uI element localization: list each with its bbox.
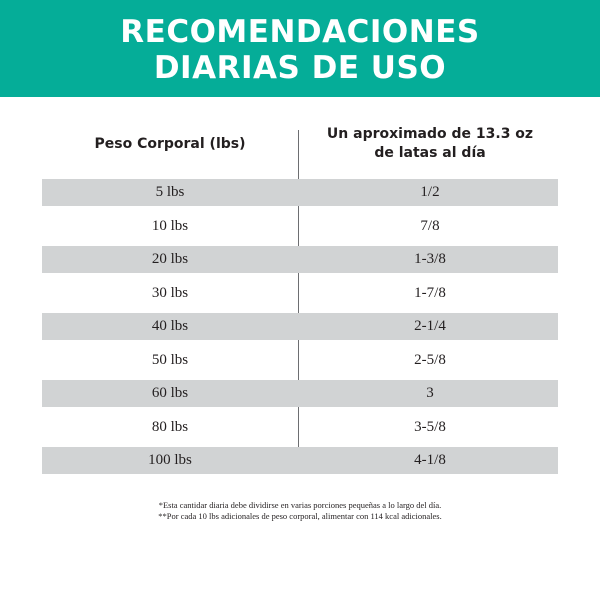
weight-cell: 50 lbs [151, 351, 189, 368]
table-row: 60 lbs 3 [42, 380, 558, 407]
amount-cell: 7/8 [420, 217, 440, 234]
table-row: 20 lbs 1-3/8 [42, 246, 558, 273]
amount-cell: 3 [426, 385, 434, 401]
amount-cell: 1/2 [420, 184, 440, 200]
column-header-amount: Un aproximado de 13.3 oz de latas al día [302, 125, 558, 163]
weight-cell: 5 lbs [155, 184, 185, 200]
amount-cell: 3-5/8 [414, 418, 446, 435]
table-row: 5 lbs 1/2 [42, 179, 558, 206]
weight-cell: 40 lbs [151, 318, 189, 334]
amount-cell: 4-1/8 [414, 452, 446, 468]
column-header-amount-line-1: Un aproximado de 13.3 oz [326, 126, 534, 142]
footnote-1: *Esta cantidar diaria debe dividirse en … [158, 500, 442, 510]
weight-cell: 20 lbs [151, 251, 189, 267]
weight-cell: 100 lbs [148, 452, 192, 468]
table-row: 30 lbs 1-7/8 [42, 280, 558, 307]
feeding-table: Peso Corporal (lbs) Un aproximado de 13.… [42, 118, 558, 474]
amount-cell: 2-5/8 [414, 351, 446, 368]
table-row: 50 lbs 2-5/8 [42, 347, 558, 374]
weight-cell: 80 lbs [151, 418, 189, 435]
weight-cell: 60 lbs [151, 385, 189, 401]
weight-cell: 30 lbs [151, 284, 189, 301]
header-banner: RECOMENDACIONES DIARIAS DE USO [0, 0, 600, 97]
table-row: 10 lbs 7/8 [42, 213, 558, 240]
column-header-weight: Peso Corporal (lbs) [94, 136, 246, 152]
footnotes: *Esta cantidar diaria debe dividirse en … [0, 500, 600, 522]
amount-cell: 1-7/8 [414, 284, 446, 301]
column-header-amount-line-2: de latas al día [374, 145, 486, 161]
table-row: 100 lbs 4-1/8 [42, 447, 558, 474]
page-title-line-2: DIARIAS DE USO [153, 50, 447, 86]
table-body: 5 lbs 1/2 10 lbs 7/8 20 lbs 1-3/8 30 lbs… [42, 179, 558, 481]
table-row: 80 lbs 3-5/8 [42, 414, 558, 441]
column-divider [298, 130, 299, 456]
weight-cell: 10 lbs [151, 217, 189, 234]
table-row: 40 lbs 2-1/4 [42, 313, 558, 340]
footnote-2: **Por cada 10 lbs adicionales de peso co… [158, 511, 442, 521]
amount-cell: 1-3/8 [414, 251, 446, 267]
amount-cell: 2-1/4 [414, 318, 446, 334]
page-title-line-1: RECOMENDACIONES [120, 14, 480, 50]
